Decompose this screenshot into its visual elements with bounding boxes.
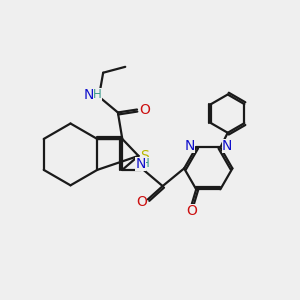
Text: N: N bbox=[222, 139, 232, 153]
Text: O: O bbox=[136, 195, 147, 209]
Text: S: S bbox=[141, 149, 149, 163]
Text: N: N bbox=[83, 88, 94, 102]
Text: O: O bbox=[139, 103, 150, 116]
Text: N: N bbox=[135, 157, 146, 171]
Text: O: O bbox=[186, 204, 197, 218]
Text: N: N bbox=[184, 139, 195, 153]
Text: H: H bbox=[93, 88, 102, 101]
Text: H: H bbox=[141, 158, 149, 170]
